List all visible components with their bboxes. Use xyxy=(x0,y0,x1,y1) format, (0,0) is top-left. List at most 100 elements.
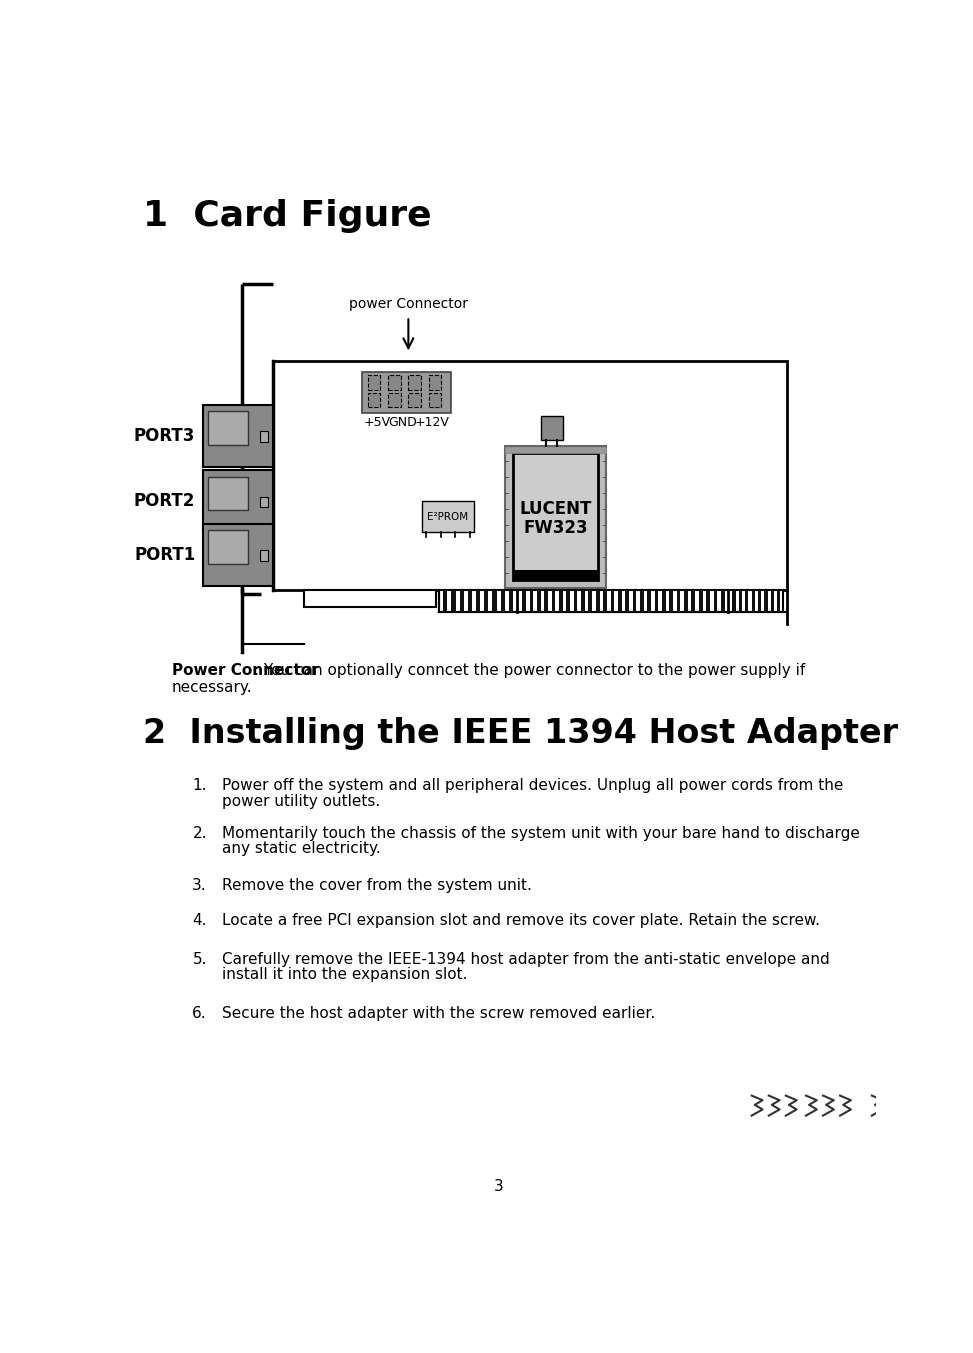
Bar xyxy=(706,590,710,612)
Text: E²PROM: E²PROM xyxy=(427,511,468,521)
Text: +12V: +12V xyxy=(414,417,450,429)
Bar xyxy=(669,590,673,612)
Bar xyxy=(409,392,420,407)
Bar xyxy=(444,590,448,612)
Bar xyxy=(655,590,659,612)
Text: 3.: 3. xyxy=(193,878,207,893)
Text: GND: GND xyxy=(388,417,417,429)
Bar xyxy=(261,432,269,442)
Bar xyxy=(595,590,599,612)
Bar xyxy=(758,590,761,612)
Bar xyxy=(505,445,606,589)
Text: Power Connector: Power Connector xyxy=(172,663,318,678)
Bar xyxy=(513,453,598,580)
Text: 2.: 2. xyxy=(193,827,207,842)
Bar xyxy=(581,590,585,612)
Text: 5.: 5. xyxy=(193,951,207,966)
Text: Remove the cover from the system unit.: Remove the cover from the system unit. xyxy=(223,878,532,893)
Text: Locate a free PCI expansion slot and remove its cover plate. Retain the screw.: Locate a free PCI expansion slot and rem… xyxy=(223,913,820,928)
Bar xyxy=(640,590,644,612)
Bar xyxy=(368,392,380,407)
Bar xyxy=(485,590,488,612)
Bar xyxy=(745,590,748,612)
Bar xyxy=(574,590,577,612)
Text: : You can optionally conncet the power connector to the power supply if: : You can optionally conncet the power c… xyxy=(254,663,806,678)
Bar xyxy=(541,417,562,440)
Bar xyxy=(771,590,774,612)
Bar xyxy=(647,590,651,612)
Text: 4.: 4. xyxy=(193,913,207,928)
Bar xyxy=(428,392,441,407)
Bar xyxy=(388,375,401,390)
Bar xyxy=(626,590,629,612)
Bar xyxy=(440,590,782,612)
Bar xyxy=(428,375,441,390)
Bar xyxy=(362,372,451,413)
Text: LUCENT: LUCENT xyxy=(520,501,592,518)
Bar xyxy=(492,590,496,612)
Bar xyxy=(476,590,481,612)
Text: 1.: 1. xyxy=(193,778,207,793)
Text: 3: 3 xyxy=(493,1178,503,1193)
Bar xyxy=(272,361,786,590)
Text: 1  Card Figure: 1 Card Figure xyxy=(143,199,432,233)
Text: necessary.: necessary. xyxy=(172,679,253,695)
Bar xyxy=(777,590,780,612)
Text: 6.: 6. xyxy=(193,1005,207,1020)
Text: 2  Installing the IEEE 1394 Host Adapter: 2 Installing the IEEE 1394 Host Adapter xyxy=(143,717,898,750)
Bar xyxy=(529,590,533,612)
Bar xyxy=(207,411,248,445)
Text: PORT1: PORT1 xyxy=(134,547,196,564)
Text: Secure the host adapter with the screw removed earlier.: Secure the host adapter with the screw r… xyxy=(223,1005,656,1020)
Text: Power off the system and all peripheral devices. Unplug all power cords from the: Power off the system and all peripheral … xyxy=(223,778,844,793)
Bar xyxy=(459,590,464,612)
Bar xyxy=(684,590,688,612)
Bar xyxy=(505,448,606,453)
Bar xyxy=(751,590,755,612)
Text: any static electricity.: any static electricity. xyxy=(223,842,381,856)
Text: Momentarily touch the chassis of the system unit with your bare hand to discharg: Momentarily touch the chassis of the sys… xyxy=(223,827,860,842)
Bar xyxy=(713,590,717,612)
Bar xyxy=(451,590,455,612)
Text: PORT3: PORT3 xyxy=(134,426,196,445)
Bar xyxy=(559,590,562,612)
Bar xyxy=(501,590,505,612)
Bar xyxy=(368,375,380,390)
Text: +5V: +5V xyxy=(364,417,390,429)
Bar xyxy=(566,590,570,612)
Bar xyxy=(523,590,526,612)
Bar xyxy=(692,590,695,612)
Bar xyxy=(739,590,742,612)
Bar xyxy=(544,590,548,612)
Bar xyxy=(765,590,768,612)
Bar xyxy=(207,476,248,510)
Bar xyxy=(537,590,541,612)
Bar xyxy=(662,590,666,612)
Bar xyxy=(632,590,636,612)
Bar xyxy=(589,590,593,612)
Bar xyxy=(388,392,401,407)
Text: power Connector: power Connector xyxy=(349,298,468,311)
Bar xyxy=(261,551,269,561)
Bar xyxy=(203,405,272,467)
Bar xyxy=(421,501,474,532)
Bar xyxy=(699,590,703,612)
Bar xyxy=(611,590,614,612)
Bar xyxy=(618,590,622,612)
Bar xyxy=(513,570,598,580)
Bar xyxy=(468,590,472,612)
Bar xyxy=(603,590,607,612)
Bar xyxy=(207,530,248,564)
Text: power utility outlets.: power utility outlets. xyxy=(223,794,380,809)
Text: Carefully remove the IEEE-1394 host adapter from the anti-static envelope and: Carefully remove the IEEE-1394 host adap… xyxy=(223,951,830,966)
Bar xyxy=(203,524,272,586)
Text: FW323: FW323 xyxy=(523,518,588,537)
Bar xyxy=(509,590,513,612)
Bar xyxy=(733,590,736,612)
Bar xyxy=(677,590,680,612)
Bar xyxy=(409,375,420,390)
Bar xyxy=(261,497,269,507)
Bar xyxy=(552,590,556,612)
Bar xyxy=(304,590,436,607)
Text: PORT2: PORT2 xyxy=(134,492,196,510)
